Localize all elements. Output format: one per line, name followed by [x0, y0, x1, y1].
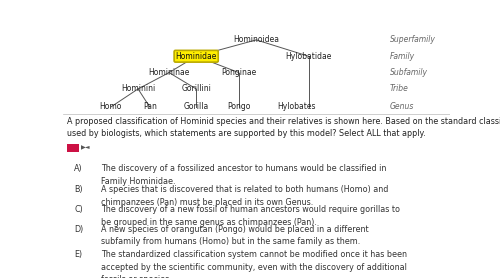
Text: Tribe: Tribe [390, 85, 409, 93]
Text: The discovery of a fossilized ancestor to humans would be classified in
Family H: The discovery of a fossilized ancestor t… [101, 164, 386, 185]
Text: A proposed classification of Hominid species and their relatives is shown here. : A proposed classification of Hominid spe… [67, 117, 500, 138]
Text: ▶◄: ▶◄ [80, 146, 90, 151]
Text: Hominoidea: Hominoidea [233, 35, 279, 44]
Text: The discovery of a new fossil of human ancestors would require gorillas to
be gr: The discovery of a new fossil of human a… [101, 205, 400, 227]
Text: Gorillini: Gorillini [181, 85, 211, 93]
Text: Pan: Pan [143, 102, 156, 111]
Text: Gorilla: Gorilla [184, 102, 209, 111]
Text: Pongo: Pongo [227, 102, 250, 111]
Text: Hylobatidae: Hylobatidae [286, 52, 332, 61]
Text: B): B) [74, 185, 83, 194]
Text: C): C) [74, 205, 83, 214]
Text: Homo: Homo [100, 102, 122, 111]
Text: The standardized classification system cannot be modified once it has been
accep: The standardized classification system c… [101, 250, 407, 278]
Text: A): A) [74, 164, 83, 173]
Text: Homininae: Homininae [148, 68, 190, 77]
Text: Family: Family [390, 52, 415, 61]
Text: Subfamily: Subfamily [390, 68, 428, 77]
Text: E): E) [74, 250, 82, 259]
Text: D): D) [74, 225, 84, 234]
FancyBboxPatch shape [67, 143, 79, 152]
Text: Hylobates: Hylobates [278, 102, 316, 111]
Text: Hominini: Hominini [121, 85, 155, 93]
Text: Superfamily: Superfamily [390, 35, 436, 44]
Text: A new species of orangutan (Pongo) would be placed in a different
subfamily from: A new species of orangutan (Pongo) would… [101, 225, 369, 246]
Text: Hominidae: Hominidae [176, 52, 217, 61]
Text: Genus: Genus [390, 102, 414, 111]
Text: Ponginae: Ponginae [221, 68, 256, 77]
Text: A species that is discovered that is related to both humans (Homo) and
chimpanze: A species that is discovered that is rel… [101, 185, 388, 207]
